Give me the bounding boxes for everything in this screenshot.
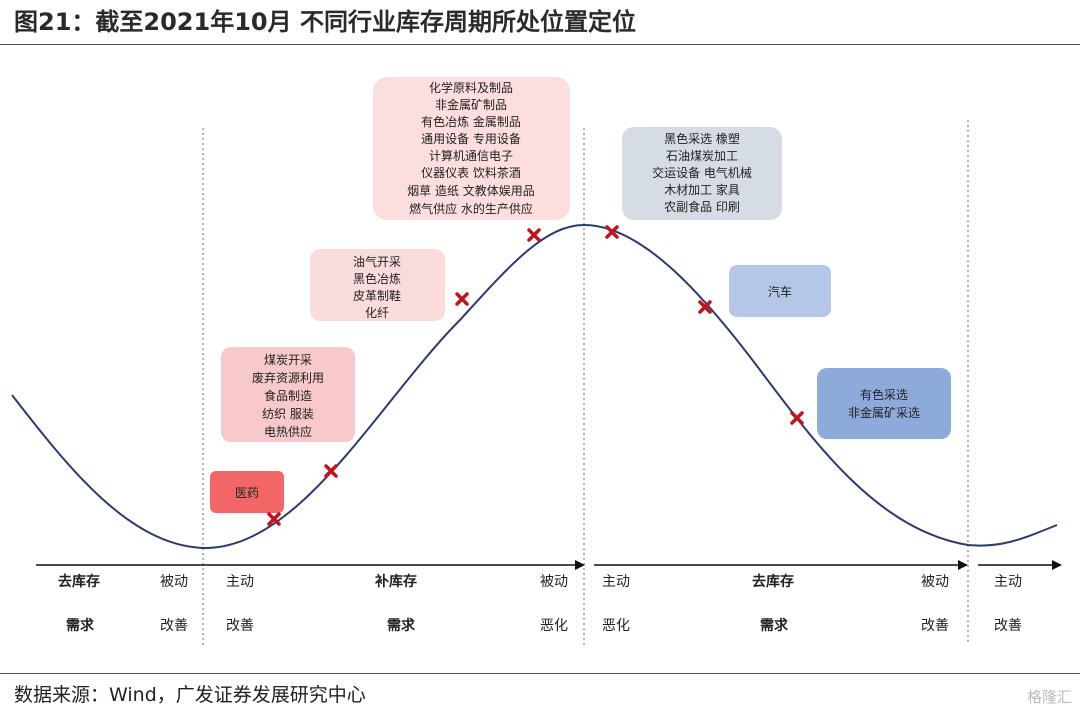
title-divider	[0, 44, 1080, 45]
demand-worsen-label: 恶化	[540, 618, 568, 634]
box-nonferrous-line: 非金属矿采选	[848, 405, 920, 420]
box-ferrous-line: 交运设备 电气机械	[652, 165, 752, 180]
box-nonferrous-mining: 有色采选 非金属矿采选	[817, 368, 951, 439]
box-coal-line: 煤炭开采	[264, 353, 312, 367]
position-marker-icon	[267, 512, 281, 526]
demand-label: 需求	[760, 617, 789, 634]
position-marker-icon	[324, 464, 338, 478]
demand-improve-label: 改善	[226, 618, 254, 634]
box-ferrous-line: 黑色采选 橡塑	[664, 131, 740, 146]
demand-improve-label: 改善	[160, 618, 188, 634]
box-ferrous-line: 木材加工 家具	[664, 182, 740, 197]
cycle-curve	[11, 223, 1058, 550]
demand-improve-label: 改善	[994, 618, 1022, 634]
box-chem-line: 非金属矿制品	[435, 97, 507, 112]
watermark-logo: 格隆汇	[1026, 688, 1072, 706]
box-oilgas-line: 皮革制鞋	[353, 288, 401, 303]
position-marker-icon	[527, 228, 541, 242]
timeline-arrow-1	[36, 560, 585, 570]
demand-label: 需求	[66, 617, 95, 634]
box-oilgas-line: 黑色冶炼	[353, 271, 401, 286]
box-chem-line: 燃气供应 水的生产供应	[409, 201, 533, 216]
phase-label-destock: 去库存	[58, 573, 100, 590]
box-chem-line: 通用设备 专用设备	[421, 131, 521, 146]
box-chem: 化学原料及制品 非金属矿制品 有色冶炼 金属制品 通用设备 专用设备 计算机通信…	[373, 77, 570, 220]
inventory-active-label: 主动	[994, 574, 1022, 590]
source-divider	[0, 673, 1080, 674]
box-pharma-line: 医药	[235, 486, 259, 500]
box-coal-line: 食品制造	[264, 388, 312, 403]
box-auto-line: 汽车	[768, 284, 792, 299]
phase-label-destock: 去库存	[752, 573, 794, 590]
demand-improve-label: 改善	[921, 618, 949, 634]
box-chem-line: 化学原料及制品	[429, 80, 513, 95]
box-pharma: 医药	[210, 471, 284, 513]
demand-label: 需求	[387, 617, 416, 634]
box-chem-line: 有色冶炼 金属制品	[421, 114, 521, 129]
source-note: 数据来源：Wind，广发证券发展研究中心	[14, 684, 366, 706]
inventory-active-label: 主动	[602, 574, 630, 590]
timeline-arrow-3	[978, 560, 1062, 570]
position-marker-icon	[698, 300, 712, 314]
box-ferrous-line: 农副食品 印刷	[664, 199, 740, 214]
box-chem-line: 仪器仪表 饮料茶酒	[421, 165, 521, 180]
box-oilgas-line: 化纤	[365, 306, 389, 320]
position-marker-icon	[605, 225, 619, 239]
timeline-arrow-2	[594, 560, 968, 570]
box-nonferrous-line: 有色采选	[860, 388, 908, 402]
phase-label-restock: 补库存	[374, 573, 417, 590]
box-coal: 煤炭开采 废弃资源利用 食品制造 纺织 服装 电热供应	[221, 347, 355, 442]
inventory-passive-label: 被动	[540, 574, 568, 590]
box-coal-line: 纺织 服装	[262, 407, 314, 421]
box-ferrous-mining: 黑色采选 橡塑 石油煤炭加工 交运设备 电气机械 木材加工 家具 农副食品 印刷	[622, 127, 782, 220]
demand-worsen-label: 恶化	[602, 618, 630, 634]
box-chem-line: 计算机通信电子	[429, 148, 513, 163]
position-marker-icon	[455, 292, 469, 306]
box-coal-line: 电热供应	[264, 424, 312, 439]
inventory-active-label: 主动	[226, 574, 254, 590]
page-title: 图21：截至2021年10月 不同行业库存周期所处位置定位	[14, 8, 636, 36]
box-oilgas-line: 油气开采	[353, 254, 401, 269]
inventory-passive-label: 被动	[160, 574, 188, 590]
box-ferrous-line: 石油煤炭加工	[666, 149, 738, 163]
box-chem-line: 烟草 造纸 文教体娱用品	[407, 183, 535, 198]
box-coal-line: 废弃资源利用	[252, 370, 324, 385]
box-auto: 汽车	[729, 265, 831, 317]
box-oilgas: 油气开采 黑色冶炼 皮革制鞋 化纤	[310, 249, 445, 321]
position-marker-icon	[790, 411, 804, 425]
inventory-passive-label: 被动	[921, 574, 949, 590]
